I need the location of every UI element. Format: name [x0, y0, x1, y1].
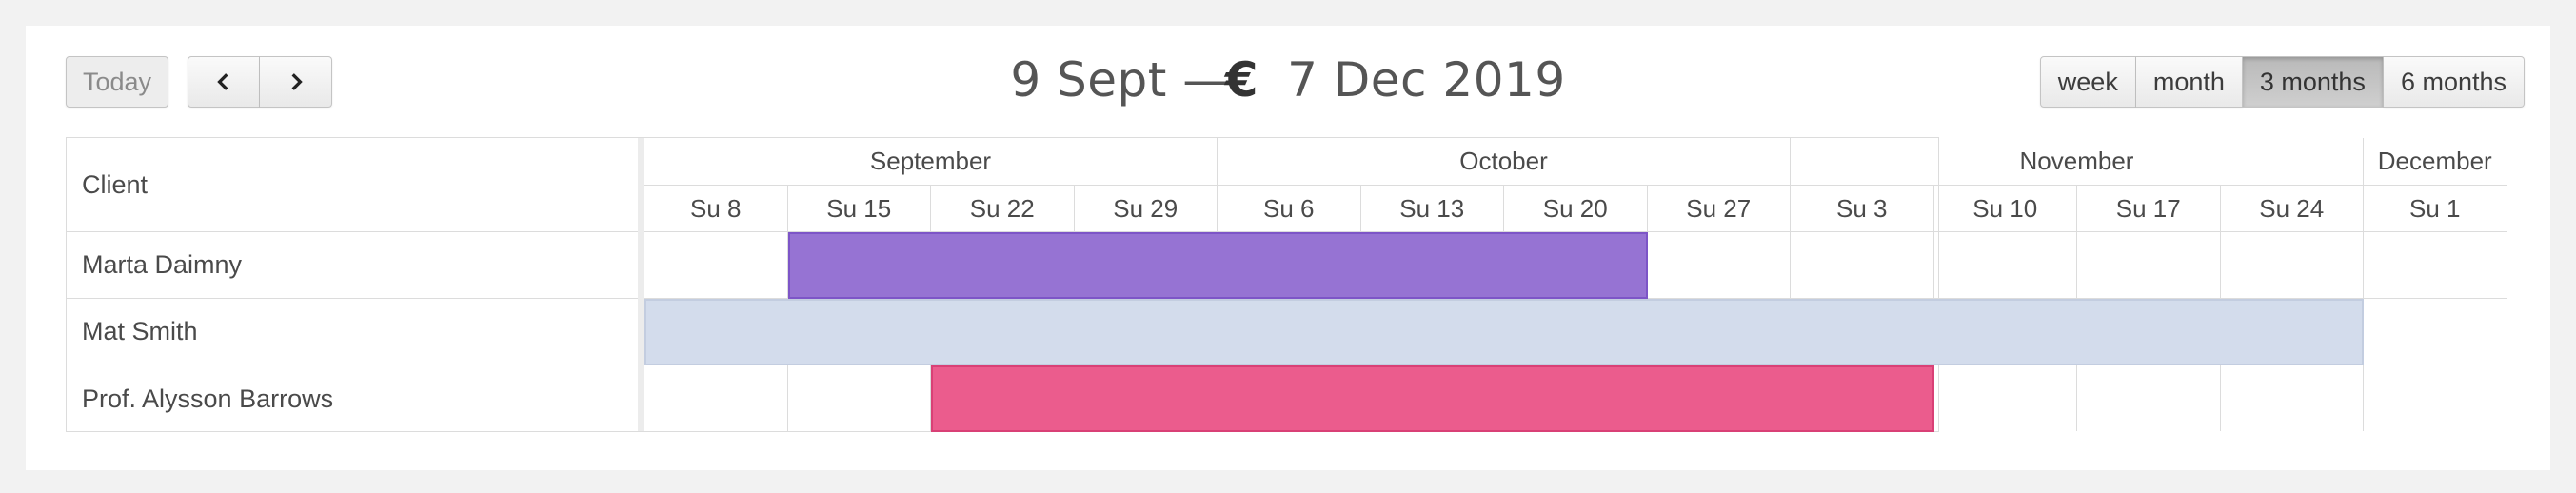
client-column: Client Marta Daimny Mat Smith Prof. Alys…: [67, 138, 639, 431]
calendar-card: Today 9 Sept —€ 7 Dec 2019 week month 3 m…: [26, 26, 2550, 470]
month-header-december: December: [2364, 138, 2507, 186]
week-header: Su 13: [1360, 186, 1504, 232]
week-header: Su 10: [1933, 186, 2077, 232]
today-button[interactable]: Today: [66, 56, 168, 108]
view-6-months-button[interactable]: 6 months: [2383, 56, 2525, 108]
week-header: Su 24: [2220, 186, 2364, 232]
week-header: Su 8: [644, 186, 788, 232]
event-bar[interactable]: [931, 365, 1934, 432]
chevron-right-icon: [291, 73, 303, 90]
prev-button[interactable]: [188, 56, 260, 108]
week-header: Su 29: [1074, 186, 1218, 232]
title-end: 7 Dec 2019: [1287, 52, 1566, 108]
week-header: Su 15: [787, 186, 931, 232]
nav-button-group: [188, 56, 332, 108]
client-column-header: Client: [67, 138, 638, 232]
title-start: 9 Sept —: [1010, 52, 1231, 108]
week-header: Su 27: [1647, 186, 1791, 232]
week-header: Su 17: [2077, 186, 2221, 232]
timeline-grid: Client Marta Daimny Mat Smith Prof. Alys…: [66, 137, 2507, 432]
view-3-months-button[interactable]: 3 months: [2242, 56, 2384, 108]
date-range-title: 9 Sept —€ 7 Dec 2019: [26, 52, 2550, 108]
title-euro: €: [1224, 52, 1259, 108]
event-bar[interactable]: [644, 299, 2364, 365]
next-button[interactable]: [260, 56, 332, 108]
timeline-area: September October November December Su 8 Su 1…: [644, 138, 2509, 432]
week-header: Su 1: [2364, 186, 2507, 232]
view-switcher: week month 3 months 6 months: [2039, 56, 2525, 108]
view-month-button[interactable]: month: [2135, 56, 2243, 108]
column-resize-handle[interactable]: [638, 138, 644, 431]
month-header-november: November: [1791, 138, 2364, 186]
month-header-september: September: [644, 138, 1218, 186]
client-row[interactable]: Mat Smith: [67, 299, 638, 365]
client-row[interactable]: Marta Daimny: [67, 232, 638, 299]
view-week-button[interactable]: week: [2039, 56, 2136, 108]
client-row[interactable]: Prof. Alysson Barrows: [82, 384, 334, 413]
event-bar[interactable]: [787, 232, 1648, 299]
chevron-left-icon: [217, 73, 228, 90]
month-header-october: October: [1218, 138, 1791, 186]
week-header: Su 20: [1504, 186, 1648, 232]
week-header: Su 3: [1791, 186, 1934, 232]
week-header: Su 22: [931, 186, 1075, 232]
week-header: Su 6: [1218, 186, 1361, 232]
